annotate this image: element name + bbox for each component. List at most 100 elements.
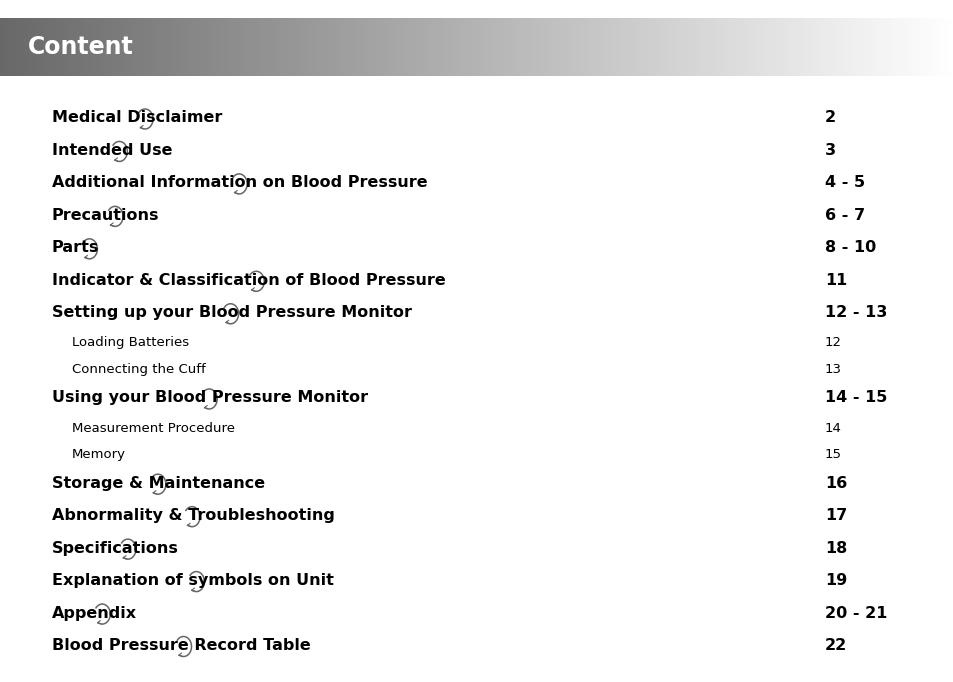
Bar (351, 18, 354, 76)
Bar (386, 18, 390, 76)
Bar (76, 18, 80, 76)
Text: Blood Pressure Record Table: Blood Pressure Record Table (52, 638, 311, 653)
Text: Appendix: Appendix (52, 606, 137, 621)
Text: 11: 11 (824, 273, 846, 288)
Bar (583, 18, 587, 76)
Bar (73, 18, 77, 76)
Bar (288, 18, 292, 76)
Bar (416, 18, 420, 76)
Bar (26, 18, 30, 76)
Bar (618, 18, 620, 76)
Bar (736, 18, 740, 76)
Bar (243, 18, 247, 76)
Bar (664, 18, 668, 76)
Bar (882, 18, 885, 76)
Bar (326, 18, 330, 76)
Bar (538, 18, 542, 76)
Text: 16: 16 (824, 476, 846, 491)
Bar (607, 18, 611, 76)
Bar (193, 18, 196, 76)
Bar (788, 18, 792, 76)
Bar (450, 18, 454, 76)
Bar (781, 18, 785, 76)
Bar (393, 18, 396, 76)
Bar (681, 18, 685, 76)
Bar (939, 18, 943, 76)
Bar (427, 18, 430, 76)
Bar (126, 18, 130, 76)
Bar (700, 18, 704, 76)
Bar (305, 18, 309, 76)
Bar (779, 18, 782, 76)
Bar (945, 18, 949, 76)
Bar (724, 18, 728, 76)
Bar (936, 18, 940, 76)
Bar (376, 18, 380, 76)
Bar (48, 18, 51, 76)
Bar (774, 18, 778, 76)
Bar (300, 18, 304, 76)
Bar (369, 18, 373, 76)
Bar (438, 18, 442, 76)
Bar (853, 18, 857, 76)
Bar (834, 18, 838, 76)
Bar (469, 18, 473, 76)
Bar (362, 18, 366, 76)
Text: Explanation of symbols on Unit: Explanation of symbols on Unit (52, 573, 334, 588)
Bar (281, 18, 285, 76)
Bar (631, 18, 635, 76)
Bar (619, 18, 623, 76)
Bar (71, 18, 75, 76)
Bar (97, 18, 101, 76)
Bar (621, 18, 625, 76)
Bar (419, 18, 423, 76)
Bar (869, 18, 873, 76)
Bar (821, 18, 825, 76)
Bar (648, 18, 652, 76)
Bar (395, 18, 399, 76)
Bar (693, 18, 697, 76)
Text: 3: 3 (824, 143, 835, 158)
Bar (764, 18, 768, 76)
Bar (254, 18, 258, 76)
Text: Measurement Procedure: Measurement Procedure (71, 421, 234, 434)
Bar (902, 18, 906, 76)
Bar (721, 18, 725, 76)
Bar (636, 18, 639, 76)
Bar (297, 18, 301, 76)
Bar (110, 18, 113, 76)
Bar (841, 18, 844, 76)
Bar (54, 18, 58, 76)
Bar (172, 18, 175, 76)
Bar (38, 18, 42, 76)
Bar (626, 18, 630, 76)
Bar (107, 18, 111, 76)
Bar (712, 18, 716, 76)
Bar (677, 18, 680, 76)
Text: 14 - 15: 14 - 15 (824, 391, 886, 406)
Bar (331, 18, 335, 76)
Bar (574, 18, 578, 76)
Bar (807, 18, 811, 76)
Bar (210, 18, 213, 76)
Bar (448, 18, 452, 76)
Bar (43, 18, 47, 76)
Bar (874, 18, 878, 76)
Bar (543, 18, 547, 76)
Bar (581, 18, 585, 76)
Bar (646, 18, 649, 76)
Bar (481, 18, 485, 76)
Bar (319, 18, 323, 76)
Bar (739, 18, 742, 76)
Bar (114, 18, 118, 76)
Bar (734, 18, 738, 76)
Bar (753, 18, 757, 76)
Bar (21, 18, 25, 76)
Bar (507, 18, 511, 76)
Bar (173, 18, 177, 76)
Bar (896, 18, 900, 76)
Bar (0, 18, 4, 76)
Bar (57, 18, 61, 76)
Bar (40, 18, 44, 76)
Bar (783, 18, 787, 76)
